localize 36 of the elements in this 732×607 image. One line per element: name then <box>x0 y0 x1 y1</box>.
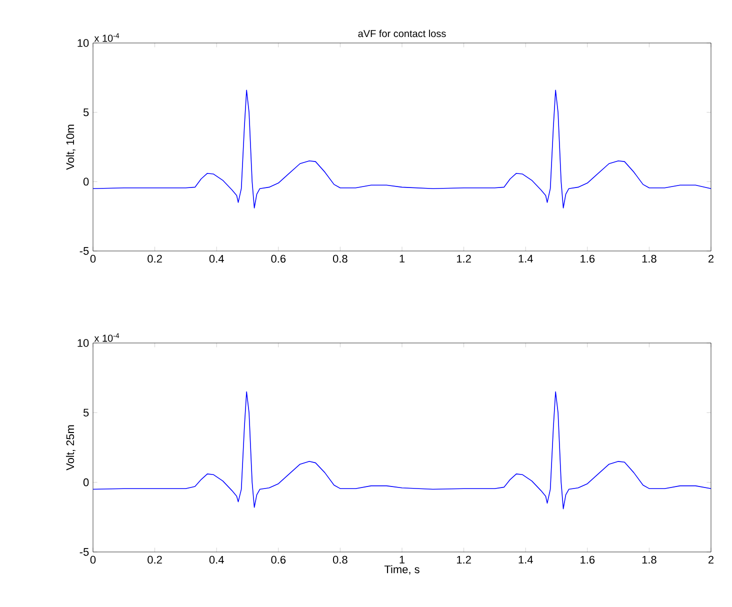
x-tick-label: 2 <box>708 254 714 263</box>
x-tick-label: 0.4 <box>209 254 224 263</box>
text: x 10$^{-4}$ <box>94 333 120 342</box>
x-tick-label: 1.6 <box>580 556 595 564</box>
x-tick-label: 0.2 <box>148 254 162 263</box>
x-axis-title: Time, s <box>384 565 420 575</box>
x-tick-label: 1.8 <box>642 254 656 263</box>
x-tick-label: 0.8 <box>332 556 348 564</box>
y-tick-label: -5 <box>80 548 89 556</box>
chart-title: aVF for contact loss <box>358 30 446 38</box>
y-tick-label: 10 <box>78 39 89 47</box>
x-tick-label: 0.8 <box>332 254 348 263</box>
x-tick-label: 0.6 <box>271 254 286 263</box>
y-tick-label: 10 <box>78 339 89 347</box>
y-tick-label: 5 <box>83 108 89 116</box>
x-tick-label: 1.8 <box>642 556 656 564</box>
x-tick-label: 0.6 <box>271 556 286 564</box>
y-tick-label: 0 <box>83 478 89 486</box>
x-tick-label: 1.4 <box>518 254 533 262</box>
x-tick-label: 0.4 <box>209 556 224 564</box>
y-axis-title: Volt, 25m <box>66 425 76 470</box>
x-tick-label: 0.2 <box>148 556 162 564</box>
y-tick-label: 0 <box>83 178 89 186</box>
y-axis-title: Volt, 10m <box>66 124 76 170</box>
x-tick-label: 1.2 <box>456 254 471 263</box>
x-tick-label: 1.2 <box>456 556 471 564</box>
x-tick-label: 0 <box>90 556 96 564</box>
y-tick-label: 5 <box>83 408 89 416</box>
x-tick-label: 0 <box>90 254 96 263</box>
x-tick-label: 1.6 <box>580 254 595 263</box>
x-tick-label: 2 <box>708 556 714 564</box>
x-tick-label: 1.4 <box>518 556 533 564</box>
text: x 10$^{-4}$ <box>94 33 120 42</box>
x-tick-label: 1 <box>400 254 405 262</box>
x-tick-label: 1 <box>400 556 405 564</box>
y-tick-label: -5 <box>80 247 89 255</box>
